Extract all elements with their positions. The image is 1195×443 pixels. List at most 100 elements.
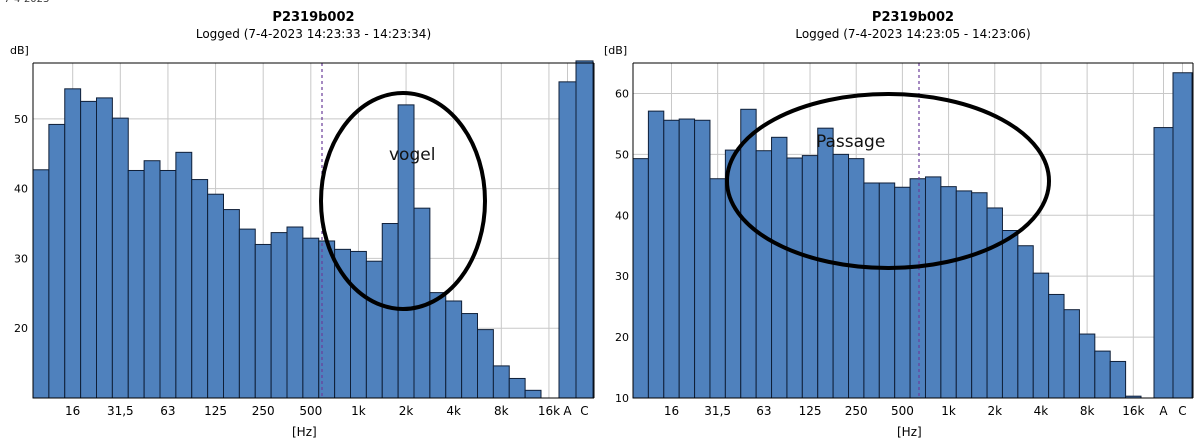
spectrum-bar bbox=[80, 100, 97, 399]
x-tick-label: 250 bbox=[252, 404, 275, 418]
spectrum-bar bbox=[96, 97, 113, 399]
spectrum-bar bbox=[1078, 333, 1096, 399]
spectrum-bar bbox=[909, 178, 926, 399]
x-tick-label: 8k bbox=[494, 404, 509, 418]
y-tick-label: 30 bbox=[14, 252, 28, 265]
y-tick-label: 60 bbox=[615, 87, 629, 100]
x-tick-label: 31,5 bbox=[107, 404, 134, 418]
chart-title: P2319b002 bbox=[871, 10, 955, 25]
x-tick-label: 63 bbox=[160, 404, 175, 418]
chart-subtitle: Logged (7-4-2023 14:23:05 - 14:23:06) bbox=[795, 27, 1031, 41]
x-tick-label: 1k bbox=[351, 404, 366, 418]
overall-bar bbox=[1172, 72, 1193, 399]
overall-tick-label: A bbox=[1159, 404, 1168, 418]
spectrum-bar bbox=[508, 377, 526, 399]
spectrum-bar bbox=[524, 389, 542, 399]
spectrum-bar bbox=[924, 176, 942, 399]
chart-plot-right: 10 20 30 40 50 60 16 31,5 63 125 250 500 1k 2k 4k 8k 16k… bbox=[615, 62, 1194, 418]
spectrum-bar bbox=[863, 182, 880, 399]
spectrum-bar bbox=[1094, 350, 1111, 399]
annotation-ellipse bbox=[319, 91, 487, 311]
y-axis-unit-label: dB] bbox=[10, 44, 29, 57]
spectrum-bar bbox=[350, 250, 367, 399]
x-tick-label: 2k bbox=[987, 404, 1002, 418]
y-tick-label: 50 bbox=[615, 148, 629, 161]
spectrum-bar bbox=[694, 119, 711, 399]
spectrum-bar bbox=[1032, 272, 1050, 399]
spectrum-bar bbox=[302, 237, 320, 399]
x-tick-label: 1k bbox=[941, 404, 956, 418]
x-tick-label: 16 bbox=[65, 404, 80, 418]
spectrum-bar bbox=[971, 192, 988, 399]
y-tick-label: 20 bbox=[14, 322, 28, 335]
y-tick-label: 10 bbox=[615, 392, 629, 405]
y-tick-label: 40 bbox=[615, 209, 629, 222]
overall-tick-label: C bbox=[580, 404, 588, 418]
spectrum-bar bbox=[801, 155, 819, 399]
x-tick-label: 125 bbox=[799, 404, 822, 418]
spectrum-bar bbox=[771, 136, 788, 399]
spectrum-bar bbox=[143, 160, 161, 399]
x-tick-label: 4k bbox=[1034, 404, 1049, 418]
spectrum-bar bbox=[254, 243, 272, 399]
y-tick-label: 20 bbox=[615, 331, 629, 344]
spectrum-bar bbox=[159, 169, 177, 399]
x-tick-label: 500 bbox=[299, 404, 322, 418]
spectrum-bar bbox=[461, 313, 478, 399]
overall-bar bbox=[575, 60, 594, 399]
overall-bar bbox=[1153, 127, 1174, 399]
spectrum-bar bbox=[740, 108, 757, 399]
x-tick-label: 31,5 bbox=[704, 404, 731, 418]
annotation-label: Passage bbox=[816, 132, 885, 152]
spectrum-bar bbox=[365, 260, 383, 399]
spectrum-bar bbox=[940, 186, 957, 399]
spectrum-bar bbox=[429, 292, 447, 399]
spectrum-bar bbox=[1048, 293, 1065, 399]
chart-title: P2319b002 bbox=[272, 10, 355, 25]
y-tick-label: 40 bbox=[14, 183, 28, 196]
spectrum-bar bbox=[318, 240, 336, 399]
spectrum-bar bbox=[709, 178, 726, 399]
x-tick-label: 8k bbox=[1080, 404, 1095, 418]
y-axis-unit-label: [dB] bbox=[604, 44, 628, 57]
spectrum-bar bbox=[492, 365, 510, 399]
spectrum-bar bbox=[1063, 309, 1080, 399]
y-tick-label: 30 bbox=[615, 270, 629, 283]
spectrum-bar bbox=[64, 88, 82, 399]
spectrum-bar bbox=[48, 123, 66, 399]
x-tick-label: 63 bbox=[756, 404, 771, 418]
spectrum-bar bbox=[955, 190, 973, 399]
spectrum-bar bbox=[663, 119, 680, 399]
annotation-ellipse bbox=[725, 92, 1051, 270]
spectrum-bar bbox=[786, 157, 803, 399]
overall-tick-label: A bbox=[563, 404, 572, 418]
x-tick-label: 16k bbox=[538, 404, 560, 418]
x-tick-label: 250 bbox=[845, 404, 868, 418]
chart-plot-left: 20 30 40 50 16 31,5 63 125 250 500 1k 2k 4k 8k 16k A Cvo… bbox=[14, 60, 595, 418]
spectrum-bar bbox=[32, 169, 50, 399]
y-tick-label: 50 bbox=[14, 113, 28, 126]
spectrum-bar bbox=[270, 232, 288, 399]
spectrum-bar bbox=[1001, 230, 1019, 399]
spectrum-bar bbox=[223, 209, 240, 399]
spectrum-bar bbox=[647, 110, 665, 399]
spectrum-bar bbox=[755, 150, 773, 399]
spectrum-chart-left: P2319b002 Logged (7-4-2023 14:23:33 - 14… bbox=[0, 0, 597, 443]
spectrum-bar bbox=[632, 158, 649, 399]
spectrum-bar bbox=[878, 182, 896, 399]
spectrum-bar bbox=[127, 169, 145, 399]
spectrum-bar bbox=[894, 186, 911, 399]
x-tick-label: 2k bbox=[399, 404, 414, 418]
spectrum-bar bbox=[207, 193, 224, 399]
overall-tick-label: C bbox=[1178, 404, 1186, 418]
spectrum-chart-right: P2319b002 Logged (7-4-2023 14:23:05 - 14… bbox=[597, 0, 1195, 443]
x-tick-label: 125 bbox=[204, 404, 227, 418]
spectrum-bar bbox=[477, 329, 494, 399]
chart-subtitle: Logged (7-4-2023 14:23:33 - 14:23:34) bbox=[195, 27, 432, 41]
truncated-date-text: 7-4-2023 bbox=[4, 0, 49, 5]
x-axis-unit-label: [Hz] bbox=[897, 425, 922, 439]
spectrum-bar bbox=[678, 118, 696, 399]
spectrum-bar bbox=[1017, 245, 1034, 399]
spectrum-bar bbox=[238, 228, 256, 399]
spectrum-bar bbox=[286, 226, 304, 399]
